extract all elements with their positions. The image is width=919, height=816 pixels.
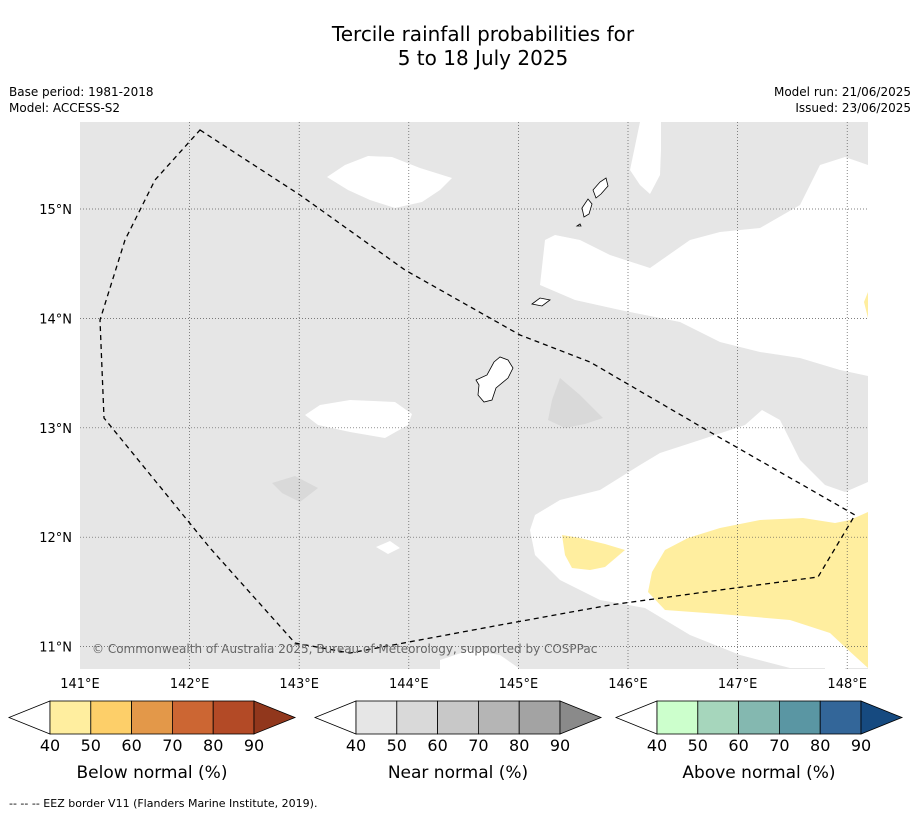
lon-tick-label-145: 145°E [499, 677, 539, 692]
lon-tick-label-146: 146°E [608, 677, 648, 692]
legend-1-tick-40: 40 [346, 736, 366, 755]
lon-tick-label-148: 148°E [827, 677, 867, 692]
legend-2-tick-90: 90 [851, 736, 871, 755]
model-run: Model run: 21/06/2025 [773, 85, 911, 99]
legend-1-segment-3 [437, 700, 479, 735]
legend-0-tick-40: 40 [40, 736, 60, 755]
legend-1-lower-extension [313, 700, 357, 735]
legend-0-tick-80: 80 [203, 736, 223, 755]
legend-2-segment-1 [656, 700, 699, 735]
eez-border-line [99, 129, 856, 654]
lat-tick-label-14: 14°N [39, 312, 72, 327]
islands [475, 177, 609, 403]
legend-2-lower-extension [614, 700, 658, 735]
lon-tick-label-141: 141°E [60, 677, 100, 692]
lat-tick-label-12: 12°N [39, 531, 72, 546]
lon-tick-label-143: 143°E [279, 677, 319, 692]
meta-left: Base period: 1981-2018 Model: ACCESS-S2 [9, 84, 154, 116]
legend-above-normal: 40 50 60 70 80 90 Above normal (%) [614, 700, 904, 783]
legend-2-segment-2 [697, 700, 739, 735]
legend-1-segment-2 [396, 700, 438, 735]
legend-0-lower-extension [7, 700, 51, 735]
legend-0-label: Below normal (%) [77, 763, 228, 783]
legend-2-tick-70: 70 [769, 736, 789, 755]
graticule [80, 122, 868, 669]
legend-0-tick-60: 60 [121, 736, 141, 755]
legend-2-tick-40: 40 [647, 736, 667, 755]
lat-tick-label-13: 13°N [39, 422, 72, 437]
axis-tick-labels: 141°E 142°E 143°E 144°E 145°E 146°E 147°E 148°E… [39, 203, 867, 692]
legend-0-segment-3 [131, 700, 173, 735]
legend-2-tick-50: 50 [688, 736, 708, 755]
white-region-bottom-right [825, 655, 845, 669]
legend-2-segment-4 [779, 700, 821, 735]
legend-1-label: Near normal (%) [388, 763, 528, 783]
legend-0-segment-1 [49, 700, 92, 735]
eez-footnote: -- -- -- EEZ border V11 (Flanders Marine… [9, 797, 318, 810]
legend-near-normal: 40 50 60 70 80 90 Near normal (%) [313, 700, 603, 783]
aguijan-island [575, 223, 582, 227]
below-normal-patch-central [562, 535, 625, 570]
legend-2-segment-5 [819, 700, 862, 735]
legend-2-label: Above normal (%) [682, 763, 835, 783]
legend-1-segment-5 [518, 700, 561, 735]
legend-0-tick-90: 90 [244, 736, 264, 755]
lon-tick-label-142: 142°E [170, 677, 210, 692]
lat-tick-label-15: 15°N [39, 203, 72, 218]
lat-tick-label-11: 11°N [39, 641, 72, 656]
copyright-notice: © Commonwealth of Australia 2025, Bureau… [92, 642, 597, 656]
guam-island [475, 356, 514, 403]
legend-below-normal: 40 50 60 70 80 90 Below normal (%) [7, 700, 297, 783]
below-normal-patch-edge [864, 292, 868, 318]
below-normal-patch-south-east [648, 512, 868, 668]
issued-date: Issued: 23/06/2025 [795, 101, 911, 115]
legend-2-segment-3 [738, 700, 780, 735]
legend-2-tick-80: 80 [810, 736, 830, 755]
near-normal-patch-central [548, 378, 603, 428]
title-line-2: 5 to 18 July 2025 [397, 46, 569, 70]
legend-0-segment-4 [171, 700, 214, 735]
legend-2-tick-60: 60 [728, 736, 748, 755]
legend-1-tick-80: 80 [509, 736, 529, 755]
white-region-west-central [305, 400, 412, 438]
legend-1-tick-90: 90 [550, 736, 570, 755]
meta-right: Model run: 21/06/2025 Issued: 23/06/2025 [774, 84, 911, 116]
legend-0-tick-50: 50 [81, 736, 101, 755]
legend-0-segment-5 [212, 700, 255, 735]
white-region-bottom [440, 650, 520, 669]
base-period: Base period: 1981-2018 [9, 85, 154, 99]
lon-tick-label-147: 147°E [718, 677, 758, 692]
rota-island [531, 297, 551, 307]
white-region-small [376, 541, 400, 554]
legend-0-tick-70: 70 [162, 736, 182, 755]
legend-2-upper-extension [860, 700, 904, 735]
lon-tick-label-144: 144°E [389, 677, 429, 692]
white-region-east-large [540, 157, 868, 376]
legend-1-segment-4 [477, 700, 520, 735]
title-line-1: Tercile rainfall probabilities for [331, 22, 635, 46]
saipan-island [592, 177, 609, 199]
model-name: Model: ACCESS-S2 [9, 101, 121, 115]
legend-1-tick-50: 50 [387, 736, 407, 755]
white-region-north-central [327, 156, 452, 208]
legend-1-upper-extension [559, 700, 603, 735]
map-title: Tercile rainfall probabilities for 5 to … [0, 22, 919, 70]
legend-1-tick-60: 60 [427, 736, 447, 755]
tinian-island [581, 198, 593, 218]
near-normal-patch-west [272, 476, 318, 502]
legend-1-tick-70: 70 [468, 736, 488, 755]
legend-0-upper-extension [253, 700, 297, 735]
legend-1-segment-1 [355, 700, 398, 735]
white-region-north-east [630, 122, 661, 194]
map-plot-area [80, 122, 868, 669]
legend-0-segment-2 [90, 700, 133, 735]
